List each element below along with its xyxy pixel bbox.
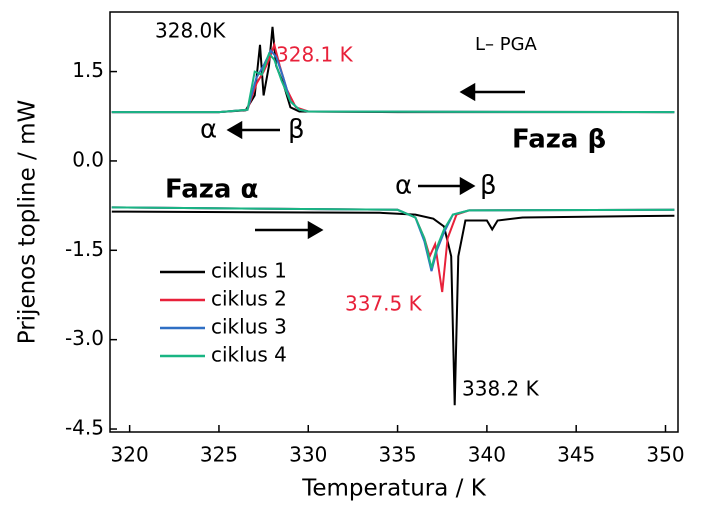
annotation: L– PGA <box>475 34 538 55</box>
annotation: β <box>480 171 497 201</box>
plot-frame <box>109 11 679 433</box>
x-tick-label: 350 <box>646 443 684 467</box>
arrows <box>226 82 525 240</box>
legend-label: ciklus 1 <box>211 259 287 283</box>
y-tick-label: -1.5 <box>65 237 104 261</box>
annotation: β <box>288 115 305 145</box>
x-tick-label: 330 <box>289 443 327 467</box>
x-tick-label: 340 <box>468 443 506 467</box>
x-tick-label: 335 <box>378 443 416 467</box>
arrow-head <box>226 120 243 140</box>
y-tick-label: 0.0 <box>72 147 104 171</box>
annotation: Faza α <box>165 175 258 205</box>
data-line <box>111 48 675 272</box>
y-tick-label: 1.5 <box>72 58 104 82</box>
x-axis-title: Temperatura / K <box>301 476 487 502</box>
x-tick-label: 320 <box>111 443 149 467</box>
annotation: Faza β <box>512 125 606 155</box>
arrow-head <box>459 82 476 102</box>
annotation: α <box>395 171 412 201</box>
annotations: 328.0K 328.1 K L– PGA α β Faza β Faza α … <box>155 19 606 401</box>
y-axis-title: Prijenos topline / mW <box>15 100 41 345</box>
y-tick-label: -3.0 <box>65 326 104 350</box>
annotation: α <box>200 115 217 145</box>
y-tick-label: -4.5 <box>65 416 104 440</box>
annotation: 337.5 K <box>345 292 423 316</box>
arrow-head <box>307 220 324 240</box>
annotation: 328.1 K <box>276 43 354 67</box>
legend-label: ciklus 3 <box>211 315 287 339</box>
x-tick-label: 325 <box>200 443 238 467</box>
x-tick-label: 345 <box>557 443 595 467</box>
annotation: 338.2 K <box>462 377 540 401</box>
data-line <box>111 26 675 406</box>
annotation: 328.0K <box>155 19 226 43</box>
data-line <box>111 51 675 269</box>
legend-label: ciklus 2 <box>211 287 287 311</box>
arrow-head <box>459 176 476 196</box>
data-line <box>111 41 675 293</box>
legend-label: ciklus 4 <box>211 343 287 367</box>
